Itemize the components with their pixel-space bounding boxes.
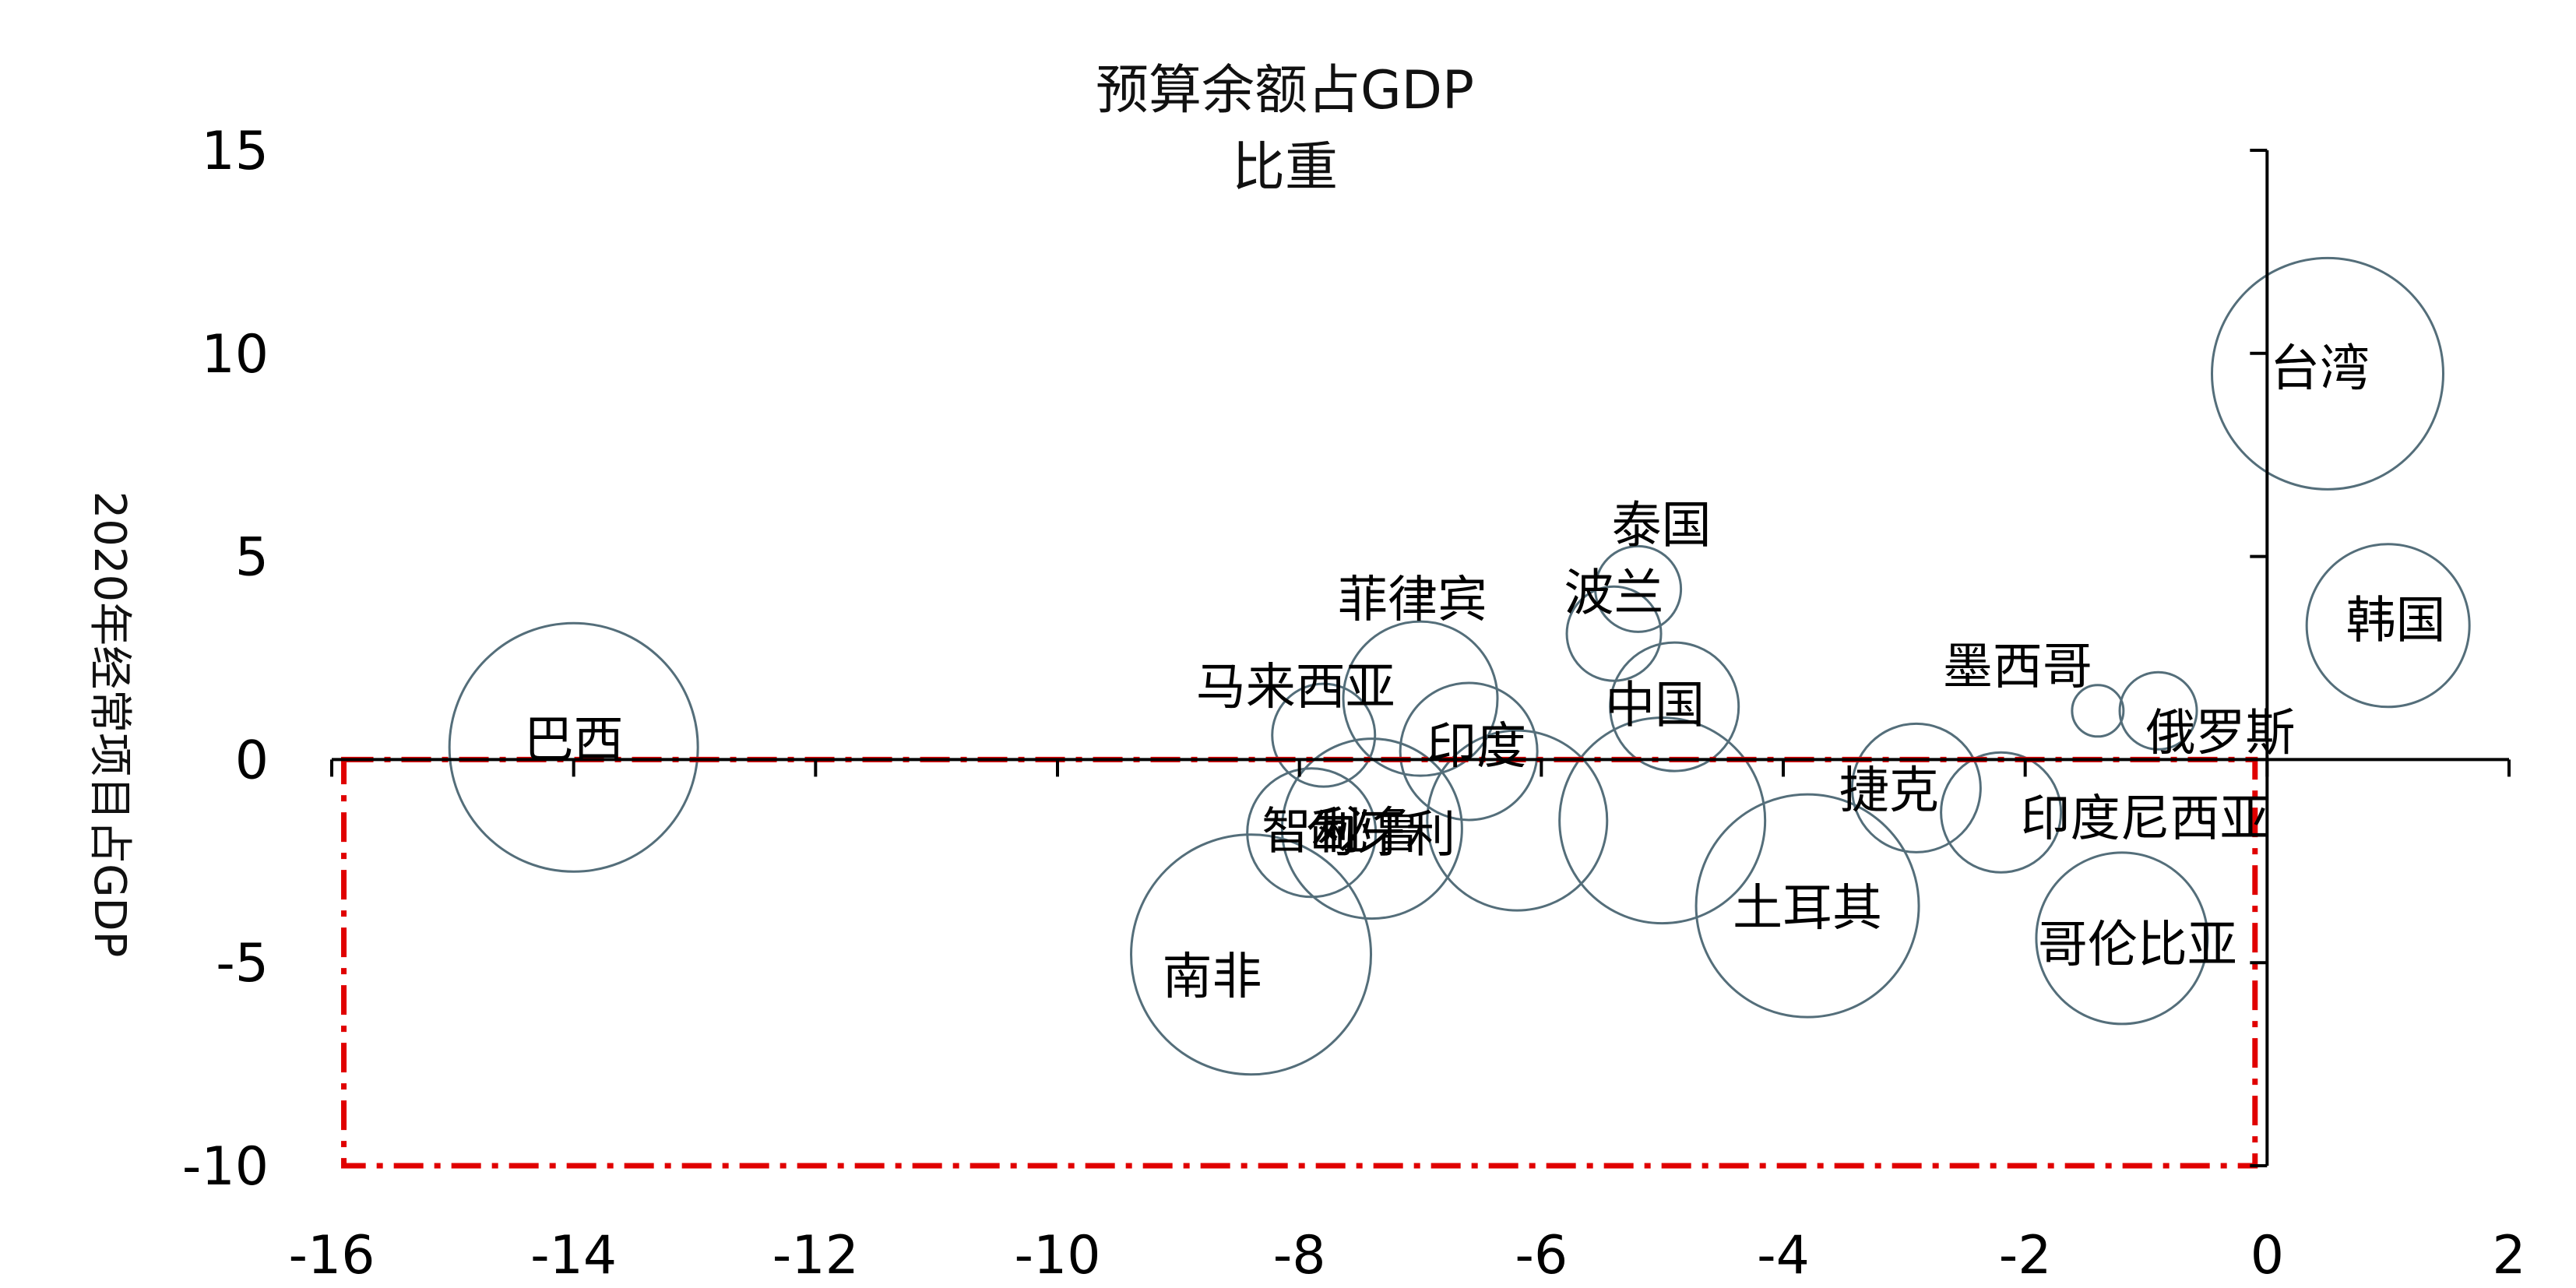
x-tick-label: -4 [1757,1225,1810,1286]
y-tick-label: 5 [235,527,269,589]
bubble-label: 菲律宾 [1338,572,1487,629]
bubble-19 [2305,543,2471,709]
bubble-11 [1558,716,1767,925]
bubble-6 [1399,681,1539,822]
bubble-label: 印度尼西亚 [2021,790,2270,848]
bubble-label: 智利 [1262,803,1361,860]
x-tick-label: -6 [1515,1225,1568,1286]
bubble-label: 印度 [1427,718,1526,776]
bubble-label: 波兰 [1564,565,1664,623]
bubble-10 [1609,641,1740,772]
bubble-label: 俄罗斯 [2146,705,2296,762]
bubble-label: 匈牙利 [1306,807,1455,864]
bubble-label: 韩国 [2346,592,2446,649]
x-tick-label: -10 [1014,1225,1100,1286]
bubble-label: 中国 [1605,677,1705,735]
bubble-2 [1246,767,1378,899]
x-tick-label: 2 [2492,1225,2525,1286]
bubble-label: 捷克 [1839,762,1939,820]
bubble-label: 巴西 [524,712,624,769]
x-tick-label: -2 [1999,1225,2052,1286]
axes-layer: -16 -14 -12 -10 -8 -6 -4 -2 0 2 -10 -5 0 5 10 15 [182,121,2526,1286]
bubble-label: 土耳其 [1733,880,1882,938]
bubble-3 [1271,682,1377,788]
y-tick-label: 15 [201,121,269,182]
bubble-label: 墨西哥 [1943,639,2092,696]
y-tick-label: 0 [235,730,269,791]
bubble-18 [2211,256,2444,491]
bubble-17 [2035,851,2209,1026]
bubble-9 [1594,544,1683,633]
y-tick-label: 10 [201,324,269,385]
bubble-15 [2071,684,2125,738]
bubble-5 [1342,620,1499,777]
bubble-4 [1280,737,1463,920]
y-tick-label: -5 [216,933,269,994]
bubble-label: 南非 [1163,948,1262,1006]
bubble-label: 马来西亚 [1196,659,1395,716]
bubble-7 [1426,729,1609,912]
highlight-box [341,756,2258,1169]
bubble-label: 哥伦比亚 [2038,917,2237,974]
y-tick-label: -10 [182,1136,269,1198]
bubble-label: 泰国 [1612,497,1712,554]
bubble-12 [1694,793,1920,1019]
bubble-0 [448,621,699,873]
bubble-layer [448,256,2471,1076]
bubble-16 [2118,670,2198,751]
highlight-box-layer [341,756,2258,1169]
x-tick-label: -14 [530,1225,617,1286]
bubble-8 [1565,585,1663,682]
x-tick-label: -8 [1273,1225,1326,1286]
bubble-13 [1850,722,1982,853]
bubble-14 [1940,751,2063,874]
x-tick-label: -16 [288,1225,375,1286]
bubble-label: 台湾 [2270,340,2370,398]
bubble-label: 秘鲁 [1322,803,1422,860]
bubble-1 [1130,833,1373,1076]
chart-title: 预算余额占GDP比重 [1095,60,1475,199]
x-tick-label: -12 [772,1225,859,1286]
x-tick-label: 0 [2250,1225,2284,1286]
